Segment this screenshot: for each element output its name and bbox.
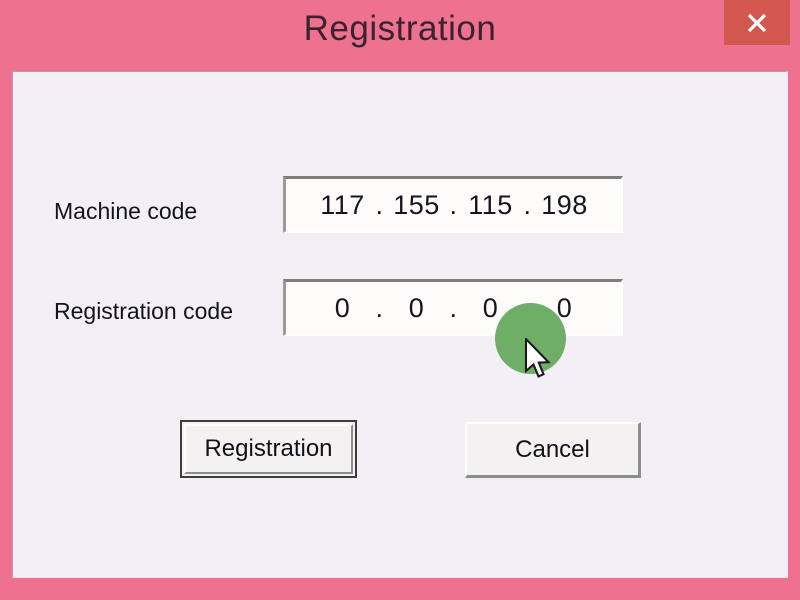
- machine-code-separator-3: .: [523, 189, 532, 220]
- registration-code-input[interactable]: 0 . 0 . 0 . 0: [283, 279, 623, 336]
- close-icon: [724, 0, 790, 45]
- registration-code-separator-1: .: [375, 292, 384, 323]
- window-title: Registration: [303, 9, 497, 48]
- machine-code-octet-3[interactable]: 115: [468, 189, 513, 220]
- registration-button-label: Registration: [184, 424, 353, 474]
- registration-code-label: Registration code: [54, 298, 233, 324]
- machine-code-separator-2: .: [449, 189, 458, 220]
- dialog-client-area: Machine code 117 . 155 . 115 . 198 Regis…: [12, 71, 788, 578]
- registration-button[interactable]: Registration: [180, 420, 357, 478]
- registration-code-octet-2[interactable]: 0: [408, 292, 425, 323]
- registration-code-separator-2: .: [449, 292, 458, 323]
- registration-code-octets: 0 . 0 . 0 . 0: [286, 293, 621, 324]
- machine-code-octet-1[interactable]: 117: [320, 189, 365, 220]
- machine-code-input[interactable]: 117 . 155 . 115 . 198: [283, 176, 623, 233]
- machine-code-separator-1: .: [375, 189, 384, 220]
- registration-code-octet-4[interactable]: 0: [556, 292, 573, 323]
- cancel-button[interactable]: Cancel: [465, 422, 641, 478]
- close-button[interactable]: [724, 0, 790, 45]
- machine-code-octet-4[interactable]: 198: [541, 189, 588, 220]
- title-bar: Registration: [0, 0, 800, 70]
- registration-code-separator-3: .: [523, 292, 532, 323]
- registration-code-octet-1[interactable]: 0: [334, 292, 351, 323]
- registration-code-octet-3[interactable]: 0: [482, 292, 499, 323]
- machine-code-octet-2[interactable]: 155: [393, 189, 440, 220]
- machine-code-label: Machine code: [54, 198, 198, 224]
- machine-code-octets: 117 . 155 . 115 . 198: [286, 190, 621, 221]
